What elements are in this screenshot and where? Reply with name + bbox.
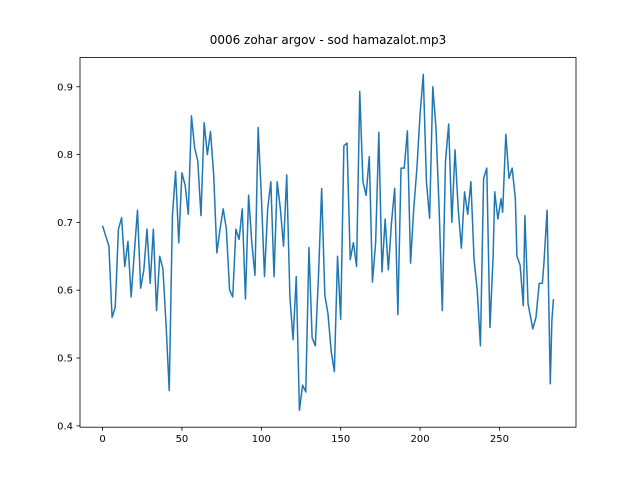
y-tick-label: 0.9: [57, 82, 73, 93]
y-tick-label: 0.8: [57, 150, 73, 161]
y-tick-label: 0.6: [57, 286, 73, 297]
y-tick-label: 0.7: [57, 218, 73, 229]
x-tick-label: 0: [99, 434, 105, 445]
x-tick-label: 250: [490, 434, 509, 445]
chart-title: 0006 zohar argov - sod hamazalot.mp3: [210, 33, 447, 47]
y-tick-label: 0.4: [57, 421, 73, 432]
x-tick-label: 100: [252, 434, 271, 445]
y-tick-label: 0.5: [57, 354, 73, 365]
x-tick-label: 200: [411, 434, 430, 445]
data-line: [101, 73, 555, 411]
x-tick-label: 50: [176, 434, 189, 445]
axes-frame: [79, 57, 577, 428]
x-tick-label: 150: [331, 434, 350, 445]
